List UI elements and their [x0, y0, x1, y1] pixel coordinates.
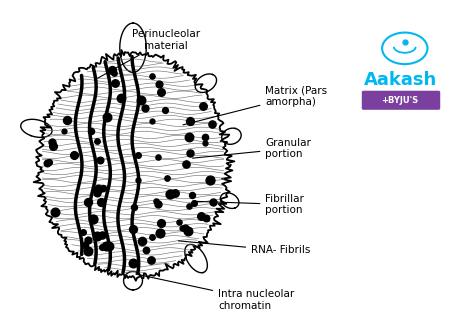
FancyBboxPatch shape [362, 91, 440, 110]
Polygon shape [185, 245, 207, 273]
Text: Granular
portion: Granular portion [192, 138, 311, 159]
Polygon shape [195, 74, 217, 92]
Polygon shape [21, 119, 52, 137]
Text: Intra nucleolar
chromatin: Intra nucleolar chromatin [136, 274, 294, 311]
Polygon shape [222, 128, 241, 144]
Text: Aakash: Aakash [364, 71, 437, 88]
Text: Fibrillar
portion: Fibrillar portion [192, 194, 304, 215]
Polygon shape [120, 23, 146, 72]
Text: +BYJU'S: +BYJU'S [382, 96, 419, 105]
Polygon shape [220, 193, 239, 209]
Text: Matrix (Pars
amorpha): Matrix (Pars amorpha) [183, 85, 328, 125]
Polygon shape [34, 50, 234, 281]
Text: Perinucleolar
material: Perinucleolar material [98, 29, 200, 78]
Text: RNA- Fibrils: RNA- Fibrils [178, 241, 310, 255]
Polygon shape [124, 272, 143, 290]
